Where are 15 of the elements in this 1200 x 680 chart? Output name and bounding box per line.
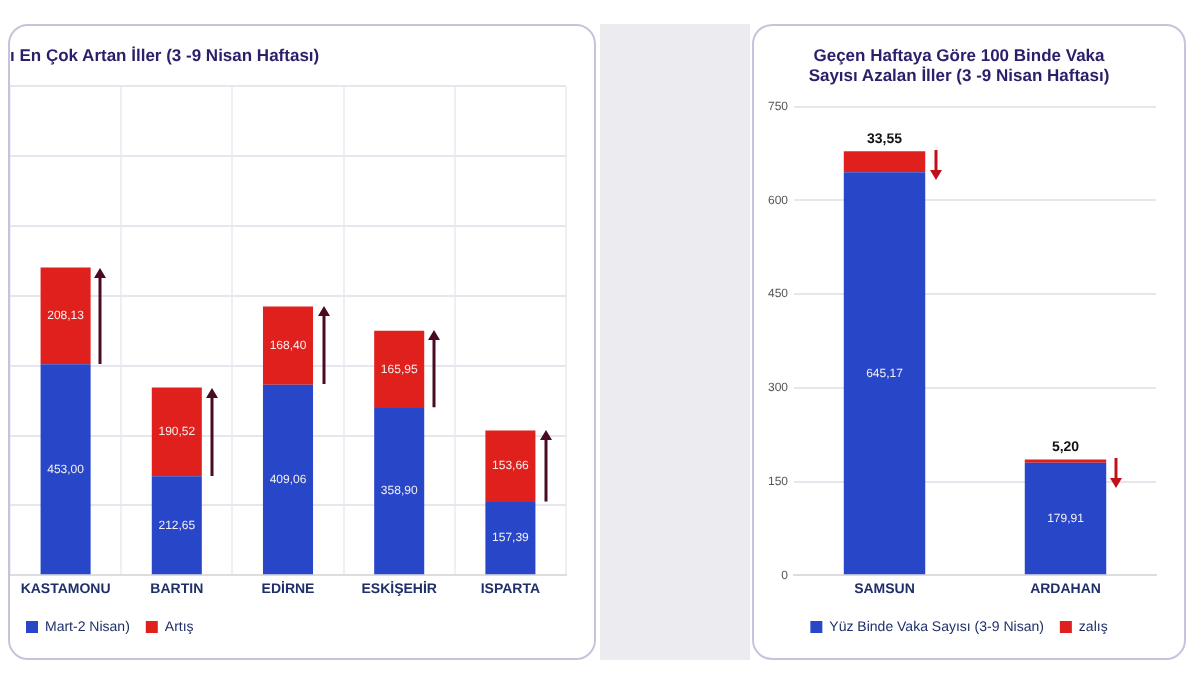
bar xyxy=(485,501,536,575)
bar xyxy=(262,306,314,385)
chart-title: Geçen Haftaya Göre 100 Binde Vaka Sayısı Azalan İller (3 -9 Nisan Haftası) xyxy=(808,44,1110,86)
chart-title: ı En Çok Artan İller (3 -9 Nisan Haftası) xyxy=(10,44,320,65)
bar xyxy=(40,267,91,365)
bar xyxy=(262,384,314,575)
bar xyxy=(151,476,202,575)
bar xyxy=(374,330,425,409)
bar xyxy=(40,364,91,575)
bar xyxy=(485,430,536,502)
bar xyxy=(151,387,202,477)
bar xyxy=(843,172,926,575)
bar xyxy=(1024,462,1107,575)
bar xyxy=(843,151,926,173)
bar xyxy=(374,408,425,575)
